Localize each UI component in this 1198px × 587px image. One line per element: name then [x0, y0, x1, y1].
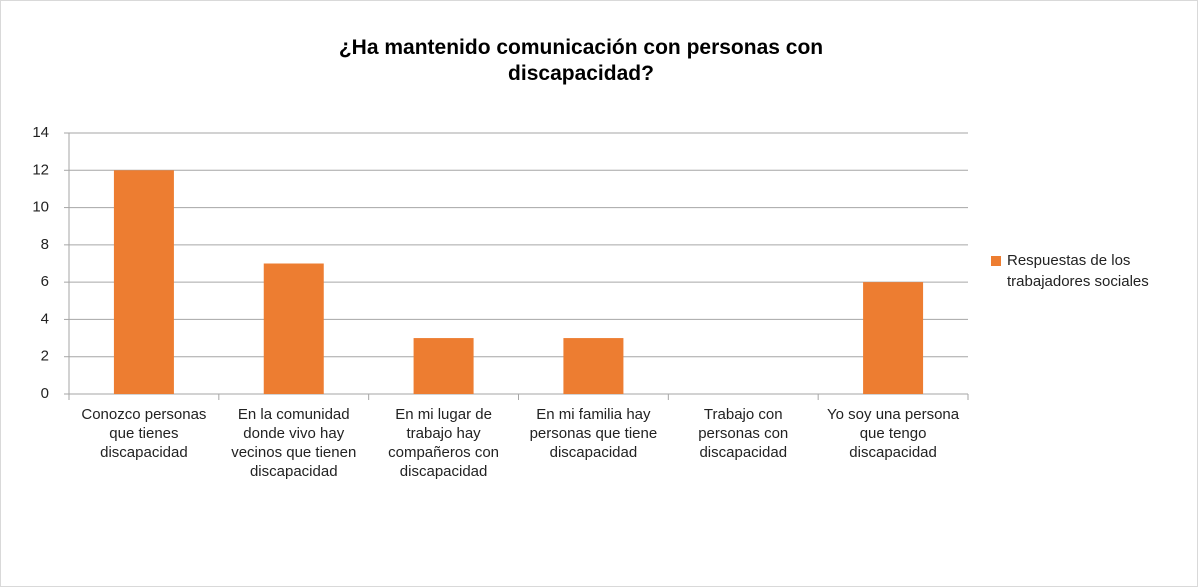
y-tick-label: 10: [32, 199, 49, 216]
x-tick-label: Trabajo con personas con discapacidad: [698, 406, 789, 461]
bar: [863, 282, 924, 394]
y-tick-label: 14: [32, 124, 49, 141]
legend-label: Respuestas de los trabajadores sociales: [1007, 252, 1149, 290]
x-tick-label: En la comunidad donde vivo hay vecinos q…: [231, 406, 357, 480]
bar: [263, 263, 324, 394]
bar: [113, 170, 174, 394]
x-tick-label: Yo soy una persona que tengo discapacida…: [827, 406, 960, 461]
bar: [413, 338, 474, 394]
y-tick-label: 12: [32, 161, 49, 178]
x-tick-label: En mi lugar de trabajo hay compañeros co…: [388, 406, 500, 480]
y-tick-label: 0: [41, 385, 49, 402]
y-tick-label: 4: [41, 310, 49, 327]
y-tick-label: 2: [41, 348, 49, 365]
y-tick-label: 8: [41, 236, 49, 253]
x-tick-label: Conozco personas que tienes discapacidad: [81, 406, 207, 461]
bar: [563, 338, 624, 394]
y-tick-label: 6: [41, 273, 49, 290]
chart-title: ¿Ha mantenido comunicación con personas …: [338, 36, 824, 85]
legend-swatch: [991, 256, 1001, 266]
x-tick-label: En mi familia hay personas que tiene dis…: [529, 406, 658, 461]
